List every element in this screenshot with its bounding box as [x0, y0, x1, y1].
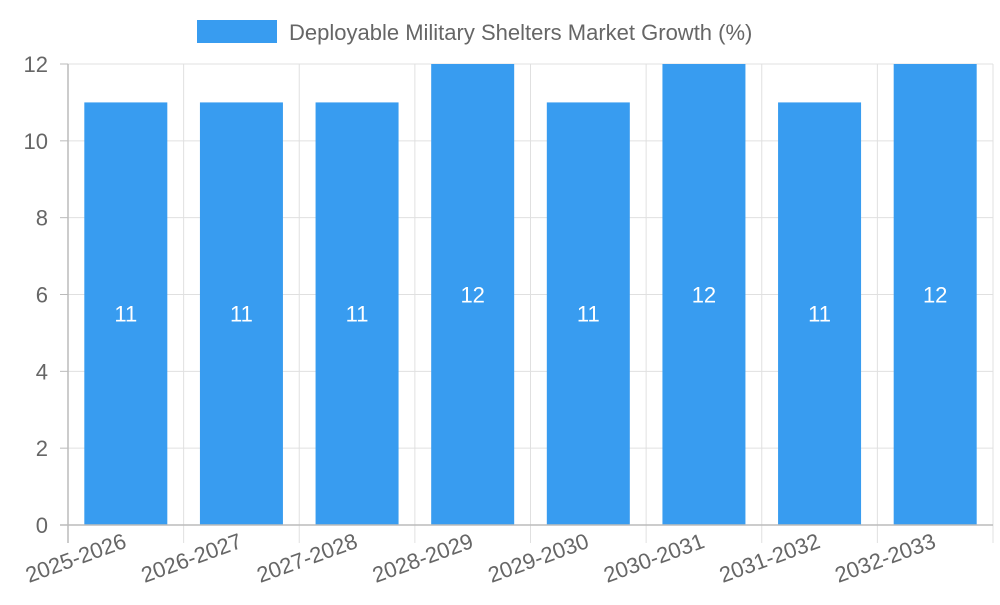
data-label: 11	[346, 302, 369, 327]
data-label: 12	[923, 283, 947, 308]
data-label: 12	[692, 283, 716, 308]
x-tick-label: 2027-2028	[253, 528, 360, 587]
bar	[199, 102, 283, 526]
bar	[431, 64, 515, 525]
legend[interactable]: Deployable Military Shelters Market Grow…	[197, 20, 752, 45]
data-label: 11	[114, 302, 137, 327]
x-tick-label: 2028-2029	[369, 528, 476, 587]
data-label: 11	[230, 302, 253, 327]
bar	[893, 64, 977, 525]
data-label: 12	[460, 283, 484, 308]
x-tick-label: 2026-2027	[138, 528, 245, 587]
y-tick-label: 0	[36, 513, 48, 538]
y-tick-label: 8	[36, 206, 48, 231]
legend-swatch	[197, 20, 277, 43]
x-tick-label: 2031-2032	[716, 528, 823, 587]
y-tick-label: 4	[36, 359, 48, 384]
y-tick-label: 12	[24, 52, 48, 77]
legend-label: Deployable Military Shelters Market Grow…	[289, 20, 752, 45]
bar	[778, 102, 862, 526]
data-label: 11	[577, 302, 600, 327]
bar	[546, 102, 630, 526]
y-tick-label: 6	[36, 283, 48, 308]
x-tick-label: 2030-2031	[600, 528, 707, 587]
x-tick-label: 2029-2030	[485, 528, 592, 587]
y-tick-label: 10	[24, 129, 48, 154]
bar	[84, 102, 168, 526]
bar	[315, 102, 399, 526]
y-tick-label: 2	[36, 436, 48, 461]
x-tick-label: 2032-2033	[831, 528, 938, 587]
data-label: 11	[808, 302, 831, 327]
bar	[662, 64, 746, 525]
